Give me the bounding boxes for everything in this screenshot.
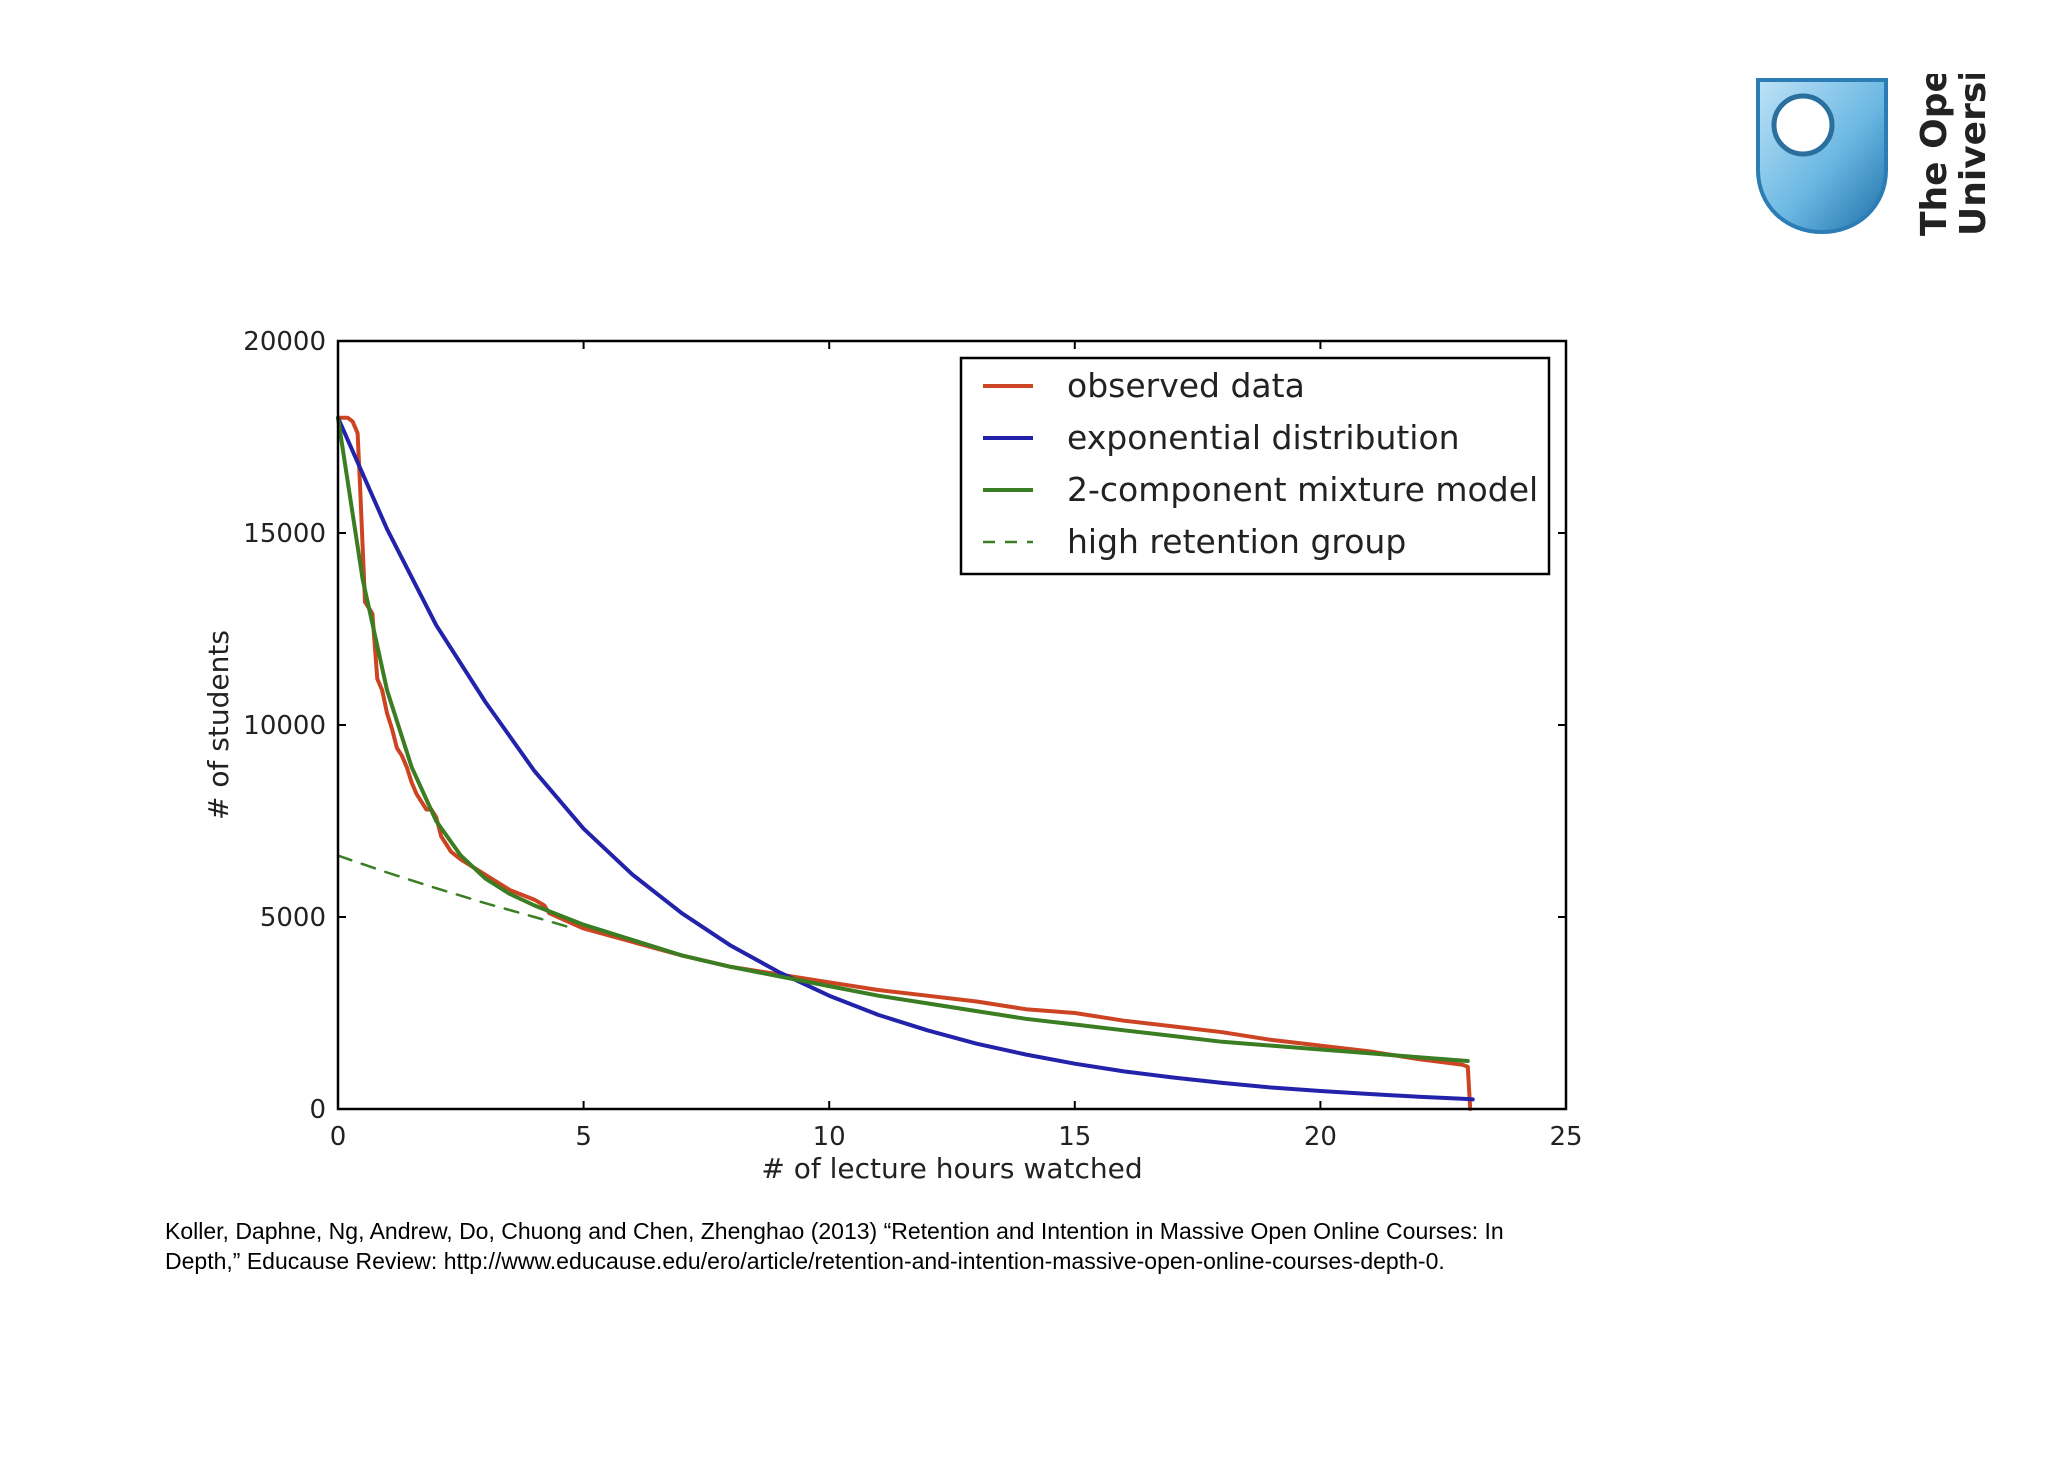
y-tick-label: 20000	[243, 327, 326, 357]
legend-label: 2-component mixture model	[1067, 470, 1538, 509]
x-tick-label: 20	[1304, 1122, 1337, 1152]
x-tick-label: 0	[330, 1122, 347, 1152]
x-axis-label: # of lecture hours watched	[761, 1152, 1142, 1185]
legend-label: exponential distribution	[1067, 418, 1460, 457]
logo-name-line2: University	[1953, 74, 1994, 236]
legend-box	[959, 356, 1551, 576]
shield-icon	[1756, 78, 1888, 235]
y-axis-label: # of students	[202, 630, 235, 820]
y-tick-label: 15000	[243, 519, 326, 549]
y-tick-label: 10000	[243, 711, 326, 741]
citation-line-2: Depth,” Educause Review: http://www.educ…	[165, 1248, 1445, 1274]
logo-name-line1: The Open	[1914, 74, 1955, 236]
y-tick-label: 0	[309, 1095, 326, 1125]
x-tick-label: 10	[813, 1122, 846, 1152]
y-tick-label: 5000	[260, 903, 326, 933]
citation-line-1: Koller, Daphne, Ng, Andrew, Do, Chuong a…	[165, 1218, 1504, 1244]
citation: Koller, Daphne, Ng, Andrew, Do, Chuong a…	[165, 1216, 1665, 1276]
series-line-high-retention-group	[336, 854, 576, 930]
legend-label: observed data	[1067, 366, 1305, 405]
series-line-exponential-distribution	[336, 415, 1475, 1102]
series-line-2-component-mixture-model	[336, 415, 1470, 1063]
logo-wordmark: The Open University	[1914, 74, 1994, 236]
x-tick-label: 25	[1549, 1122, 1582, 1152]
x-tick-label: 5	[575, 1122, 592, 1152]
open-university-logo: The Open University	[1752, 74, 2002, 242]
legend-label: high retention group	[1067, 522, 1406, 561]
x-tick-label: 15	[1058, 1122, 1091, 1152]
series-line-observed-data	[336, 415, 1473, 1111]
